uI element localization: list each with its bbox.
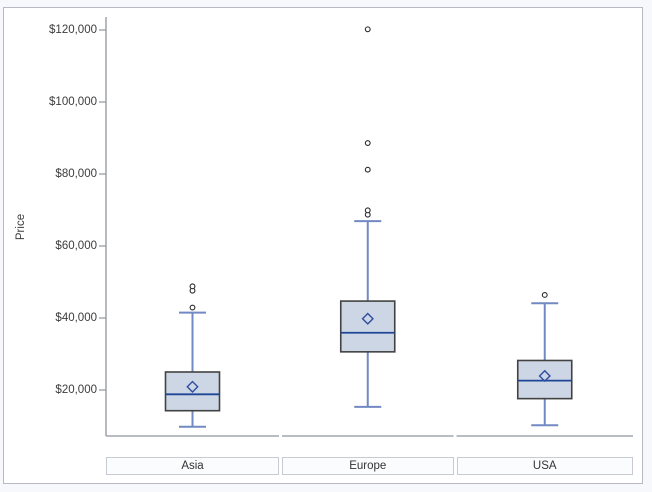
iqr-box-europe xyxy=(339,300,396,353)
mean-diamond-usa xyxy=(538,369,551,383)
outlier-point-asia xyxy=(189,283,196,290)
mean-diamond-asia xyxy=(186,380,199,393)
mean-diamond-europe xyxy=(361,312,374,325)
outlier-point-europe xyxy=(364,207,371,214)
y-axis-title: Price xyxy=(15,213,27,241)
outlier-point-asia xyxy=(189,304,196,311)
outlier-point-europe xyxy=(364,26,371,33)
outlier-point-europe xyxy=(364,166,371,173)
chart-figure xyxy=(3,7,643,484)
outlier-point-usa xyxy=(541,292,548,298)
iqr-box-usa xyxy=(516,359,573,400)
outlier-point-europe xyxy=(364,140,371,146)
